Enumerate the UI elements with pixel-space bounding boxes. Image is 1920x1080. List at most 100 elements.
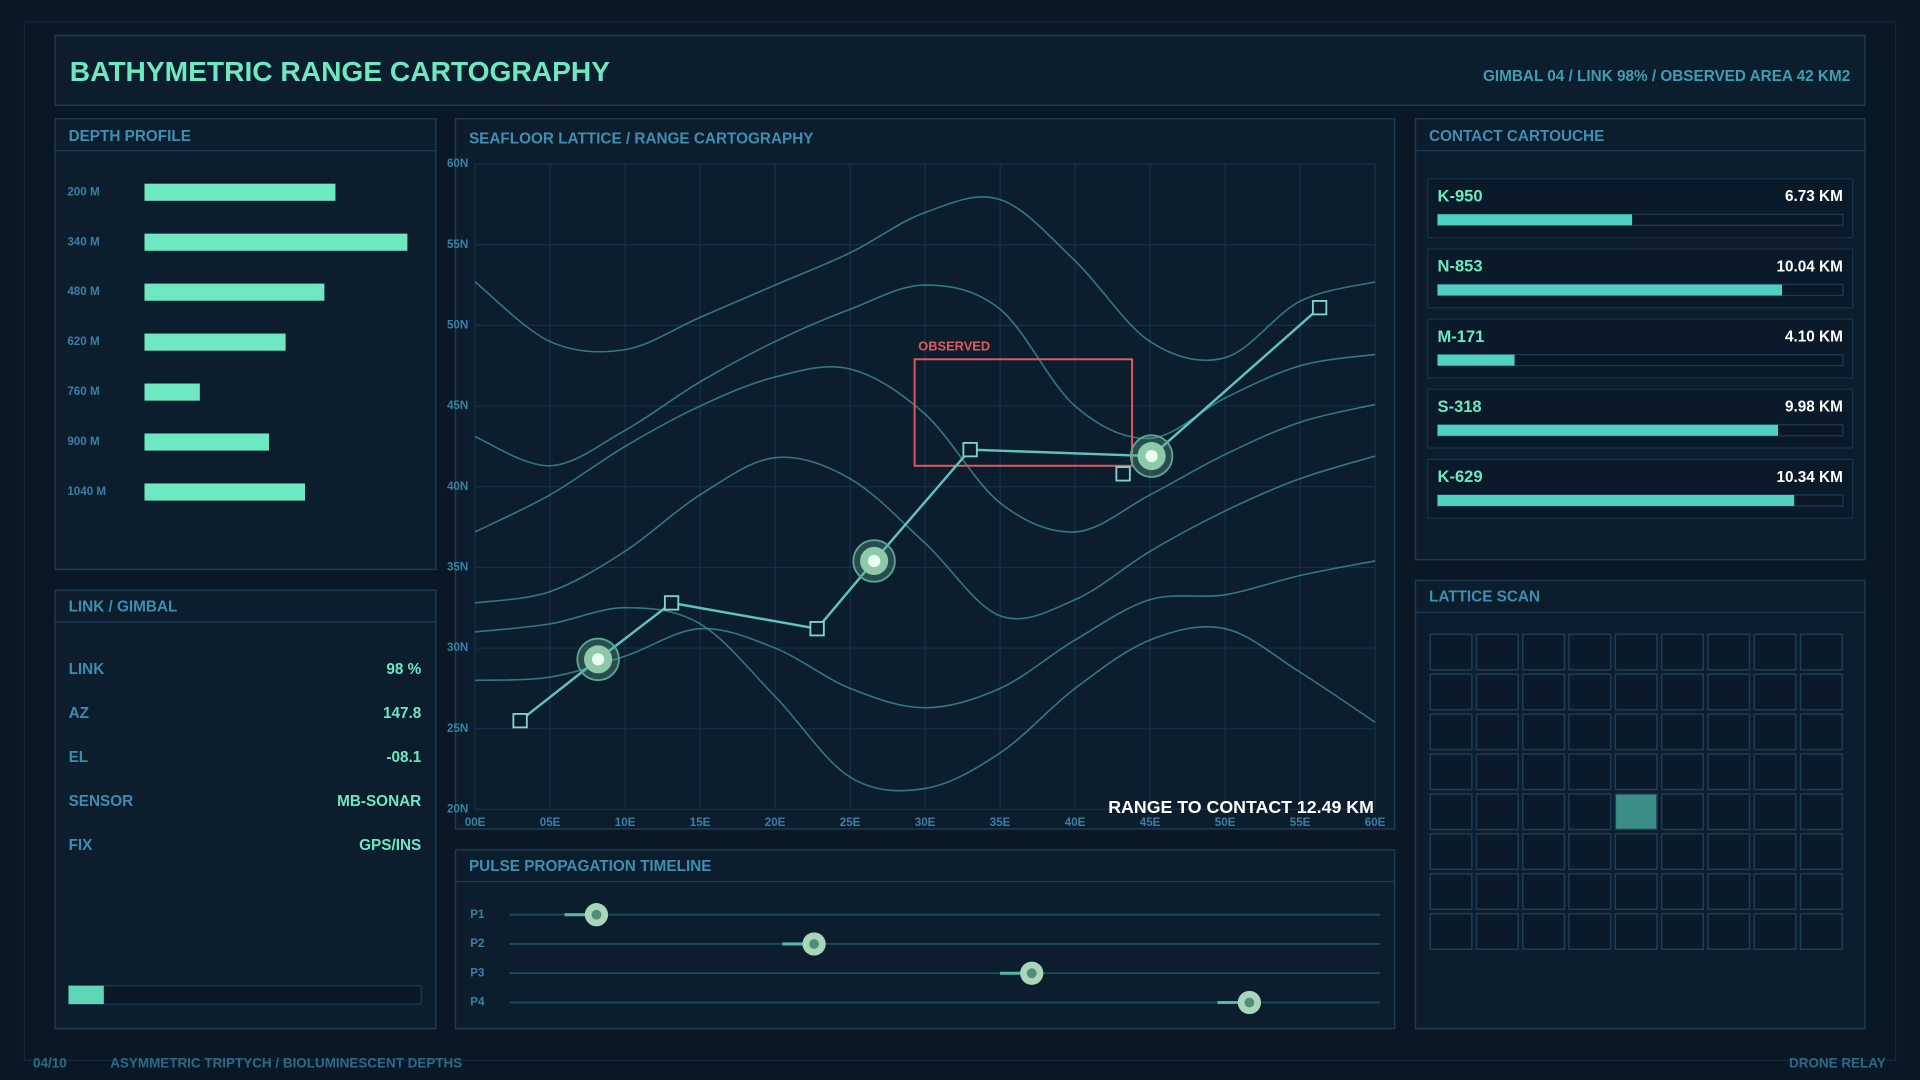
contact-range: 10.04 KM: [1777, 258, 1843, 275]
waypoint: [809, 621, 825, 637]
y-tick-label: 30N: [447, 641, 468, 654]
contact-dot: [591, 653, 605, 666]
x-tick-label: 20E: [765, 816, 786, 829]
lattice-cell: [1799, 833, 1843, 871]
lattice-cell: [1522, 753, 1566, 791]
lattice-cell: [1753, 673, 1797, 711]
depth-bar: [144, 333, 286, 351]
x-tick-label: 40E: [1065, 816, 1086, 829]
depth-label: 200 M: [67, 185, 99, 198]
footer-page: 04/10: [33, 1056, 67, 1071]
lattice-cell: [1753, 633, 1797, 671]
lattice-cell: [1568, 833, 1612, 871]
contact-dot: [867, 554, 881, 568]
link-key: LINK: [69, 661, 105, 678]
x-tick-label: 30E: [915, 816, 936, 829]
lattice-cell: [1475, 753, 1519, 791]
lattice-grid: [1429, 633, 1843, 950]
lattice-cell: [1707, 633, 1751, 671]
lattice-cell: [1707, 713, 1751, 751]
lattice-cell: [1522, 713, 1566, 751]
contact-range: 9.98 KM: [1785, 399, 1843, 416]
contact-row: [1427, 248, 1854, 309]
link-value: 147.8: [383, 705, 422, 722]
lattice-cell: [1475, 833, 1519, 871]
waypoint: [962, 441, 978, 458]
waypoint: [512, 713, 528, 729]
lattice-cell: [1753, 833, 1797, 871]
link-value: 98 %: [386, 661, 421, 678]
progress-track: [67, 985, 422, 1005]
contour-line: [474, 455, 1376, 620]
contact-list: K-950 6.73 KM N-853 10.04 KM M-171 4.10 KM S-3…: [1427, 178, 1854, 519]
lattice-cell: [1429, 833, 1473, 871]
lattice-cell: [1707, 833, 1751, 871]
contour-line: [474, 365, 1376, 533]
y-tick-label: 55N: [447, 238, 468, 251]
lattice-cell: [1799, 633, 1843, 671]
link-value: -08.1: [386, 749, 421, 766]
lattice-cell: [1707, 753, 1751, 791]
x-tick-label: 15E: [690, 816, 711, 829]
lattice-cell: [1707, 873, 1751, 911]
panel-title: LATTICE SCAN: [1429, 589, 1540, 606]
lattice-cell: [1475, 673, 1519, 711]
y-tick-label: 25N: [447, 722, 468, 735]
waypoint: [1311, 300, 1328, 316]
lattice-cell: [1660, 873, 1705, 911]
panel-title: DEPTH PROFILE: [69, 128, 191, 145]
lattice-cell: [1522, 673, 1566, 711]
header-panel: [54, 34, 1866, 107]
lattice-cell: [1568, 873, 1612, 911]
pulse-knob-core: [1244, 997, 1255, 1008]
range-label: RANGE TO CONTACT 12.49 KM: [1108, 797, 1374, 817]
x-tick-label: 00E: [465, 816, 486, 829]
depth-bar: [144, 183, 336, 201]
lattice-cell: [1568, 633, 1612, 671]
lattice-cell: [1753, 873, 1797, 911]
depth-bar: [144, 233, 408, 251]
depth-label: 900 M: [67, 435, 99, 448]
x-tick-label: 55E: [1290, 816, 1311, 829]
link-key: AZ: [69, 705, 89, 722]
depth-label: 760 M: [67, 385, 99, 398]
lattice-cell-active: [1614, 793, 1658, 831]
depth-label: 340 M: [67, 235, 99, 248]
lattice-cell: [1660, 833, 1705, 871]
lattice-cell: [1614, 713, 1658, 751]
lattice-cell: [1799, 873, 1843, 911]
contact-bar: [1437, 284, 1783, 296]
x-tick-label: 05E: [540, 816, 561, 829]
lattice-cell: [1522, 912, 1566, 950]
depth-bars: 200 M 340 M 480 M 620 M 760 M 900 M 1040 M: [67, 183, 408, 501]
contact-bar: [1437, 424, 1779, 436]
lattice-cell: [1707, 793, 1751, 831]
pulse-panel: [454, 849, 1396, 1030]
lattice-cell: [1660, 753, 1705, 791]
waypoint: [663, 595, 680, 611]
lattice-cell: [1429, 793, 1473, 831]
track-line: [519, 306, 1321, 722]
depth-label: 480 M: [67, 285, 99, 298]
x-tick-label: 45E: [1140, 816, 1161, 829]
lattice-cell: [1522, 633, 1566, 671]
lattice-cell: [1660, 793, 1705, 831]
lattice-cell: [1799, 912, 1843, 950]
contact-id: N-853: [1438, 257, 1483, 276]
contour-line: [475, 606, 1376, 792]
x-tick-label: 35E: [990, 816, 1011, 829]
panel-title: LINK / GIMBAL: [69, 598, 178, 615]
link-key: SENSOR: [69, 793, 134, 810]
lattice-cell: [1753, 793, 1797, 831]
pulse-knob-core: [1026, 968, 1037, 979]
lattice-cell: [1660, 912, 1705, 950]
link-key: FIX: [69, 837, 94, 854]
contact-row: [1427, 388, 1854, 449]
lattice-cell: [1568, 753, 1612, 791]
lattice-cell: [1429, 713, 1473, 751]
pulse-knob-core: [809, 939, 819, 949]
depth-label: 620 M: [67, 335, 99, 348]
observed-box: [913, 358, 1134, 467]
lattice-cell: [1614, 633, 1658, 671]
